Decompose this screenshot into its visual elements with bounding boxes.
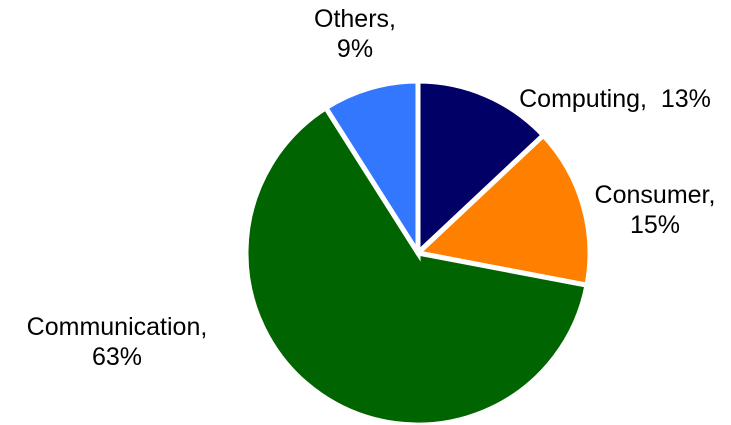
pie-slice-communication — [243, 104, 590, 425]
slice-label-computing: Computing, 13% — [519, 85, 711, 113]
slice-label-line: Computing, 13% — [519, 85, 711, 113]
pie-slice-others — [322, 78, 421, 262]
slice-label-line: 63% — [92, 343, 142, 371]
pie-slices — [243, 78, 593, 425]
pie-labels: Computing, 13% Consumer, 15% Communication,… — [27, 5, 716, 371]
pie-slice-consumer — [412, 131, 593, 289]
slice-label-line: Others, — [314, 5, 396, 33]
slice-label-line: Communication, — [27, 313, 208, 341]
slice-label-line: Consumer, — [595, 181, 716, 209]
slice-label-others: Others, 9% — [314, 5, 396, 63]
slice-label-line: 9% — [337, 35, 373, 63]
slice-label-communication: Communication, 63% — [27, 313, 208, 371]
slice-label-line: 15% — [630, 211, 680, 239]
slice-label-consumer: Consumer, 15% — [595, 181, 716, 239]
pie-slice-computing — [415, 78, 547, 259]
